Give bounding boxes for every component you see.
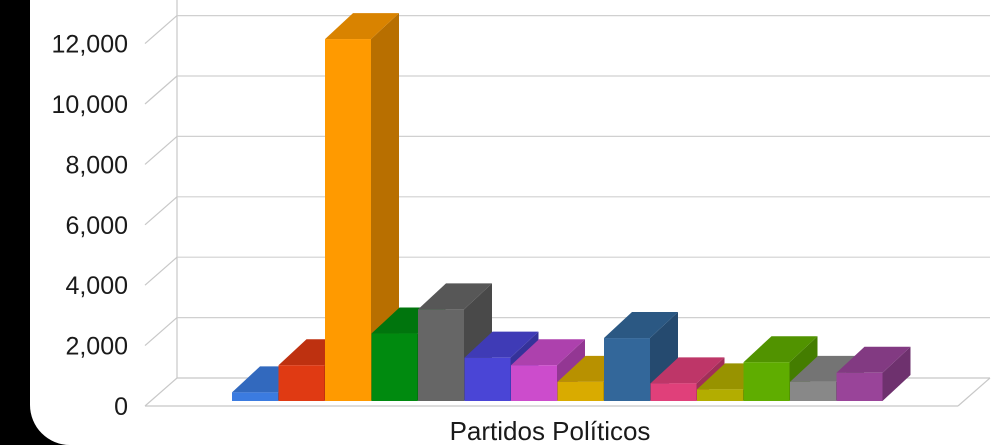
- bar-top: [325, 13, 399, 40]
- gridline-diagonal: [144, 15, 178, 45]
- bar-top: [836, 346, 911, 373]
- bar-front: [325, 39, 371, 401]
- bar-front: [836, 372, 883, 401]
- y-tick-label: 0: [114, 393, 128, 421]
- bar-front: [743, 362, 790, 401]
- bar-front: [278, 365, 325, 401]
- bar-side: [882, 346, 911, 401]
- bar-12: [743, 336, 818, 401]
- gridline-diagonal: [144, 135, 178, 165]
- gridline-diagonal: [144, 256, 178, 286]
- bar-front: [790, 381, 836, 401]
- bar-top: [511, 339, 585, 366]
- bar-3: [325, 13, 399, 401]
- bar-side: [371, 13, 399, 401]
- bar-14: [836, 346, 911, 401]
- gridline-diagonal: [144, 317, 178, 347]
- bar-top: [650, 357, 725, 384]
- gridline-diagonal: [144, 377, 178, 407]
- y-tick-label: 6,000: [65, 212, 128, 240]
- y-tick-label: 2,000: [65, 333, 128, 361]
- bar-front: [604, 338, 650, 401]
- bar-top: [604, 312, 678, 339]
- bar-chart: 0 2,000 4,000 6,000 8,000 10,000 12,000 Partid…: [52, 0, 991, 445]
- y-tick-label: 12,000: [52, 31, 128, 59]
- bar-top: [464, 331, 539, 358]
- gridline-diagonal: [144, 75, 178, 105]
- x-axis-label: Partidos Políticos: [450, 416, 651, 445]
- bar-top: [790, 355, 864, 382]
- gridline-diagonal: [144, 196, 178, 226]
- y-tick-label: 4,000: [65, 272, 128, 300]
- bar-front: [511, 365, 557, 401]
- bar-front: [418, 309, 464, 401]
- bar-top: [418, 283, 492, 310]
- bar-front: [697, 389, 743, 401]
- bars: [232, 13, 911, 401]
- y-axis-ticks: 0 2,000 4,000 6,000 8,000 10,000 12,000: [52, 31, 128, 421]
- bar-front: [557, 381, 604, 401]
- bar-front: [371, 333, 418, 401]
- chart-panel: 0 2,000 4,000 6,000 8,000 10,000 12,000 Partid…: [30, 0, 1000, 445]
- floor-right-edge: [957, 377, 991, 407]
- bar-front: [464, 357, 511, 401]
- y-tick-label: 10,000: [52, 91, 128, 119]
- bar-top: [743, 336, 818, 363]
- grid-layer: [144, 0, 991, 407]
- y-tick-label: 8,000: [65, 151, 128, 179]
- bar-front: [232, 392, 278, 401]
- bar-front: [650, 383, 697, 401]
